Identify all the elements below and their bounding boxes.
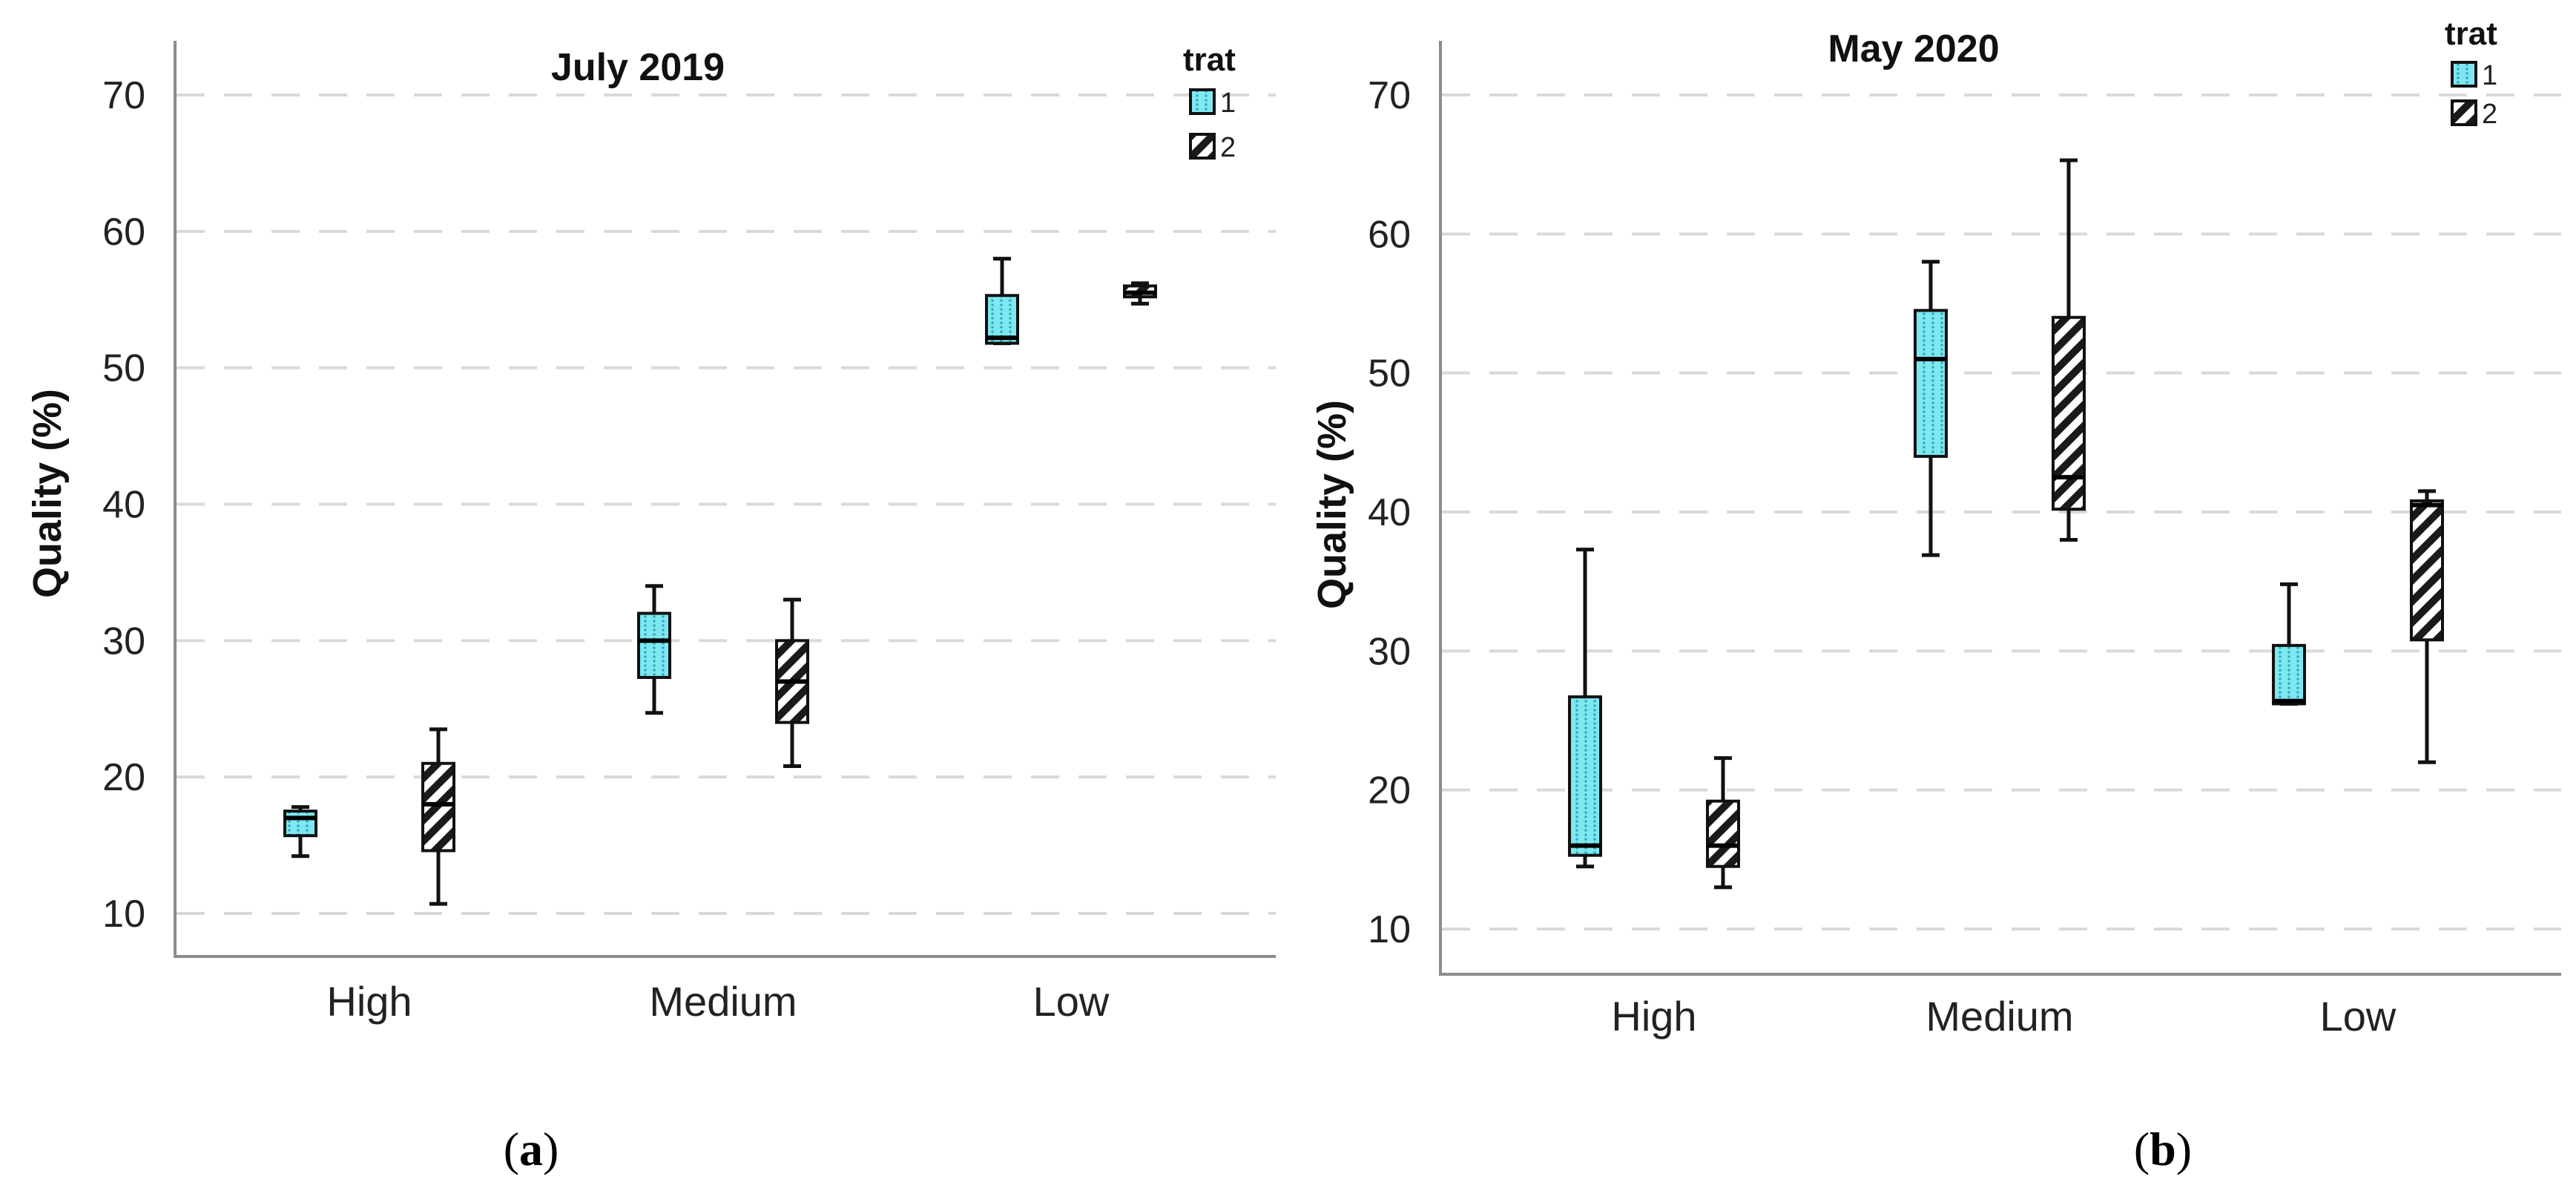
legend-entry-label: 1 — [2482, 60, 2497, 91]
chart-title: May 2020 — [1828, 27, 1999, 70]
x-category-label: Medium — [649, 978, 797, 1025]
box-trat1-medium — [637, 584, 671, 715]
chart-title: July 2019 — [551, 46, 725, 89]
box-trat1-high — [283, 805, 317, 859]
legend-swatch — [1189, 133, 1216, 160]
legend-swatch — [2451, 61, 2477, 88]
box-trat1-low — [985, 257, 1019, 346]
y-tick-label: 10 — [102, 893, 145, 936]
y-tick-label: 60 — [1368, 213, 1411, 256]
box-iqr — [1914, 309, 1948, 459]
x-category-label: High — [1611, 993, 1696, 1040]
box-trat2-medium — [775, 597, 809, 768]
y-tick-label: 50 — [102, 347, 145, 390]
panel-b: 10 20 30 40 50 60 70 May 2020 Quality (%) High Med… — [1288, 0, 2576, 1185]
box-iqr — [1568, 695, 1602, 857]
legend-entry-label: 2 — [1220, 132, 1236, 163]
box-trat1-low — [2272, 582, 2306, 706]
x-category-label: Low — [2320, 993, 2397, 1040]
box-trat2-high — [421, 727, 455, 906]
box-trat2-high — [1706, 756, 1740, 890]
y-tick-label: 10 — [1368, 908, 1411, 951]
box-iqr — [2410, 499, 2444, 642]
panel-caption: (a) — [504, 1123, 559, 1175]
y-tick-label: 50 — [1368, 352, 1411, 395]
axis-frame — [174, 41, 1276, 958]
box-trat2-low — [2410, 489, 2444, 764]
box-iqr — [2052, 315, 2086, 511]
box-iqr — [1706, 799, 1740, 868]
y-axis-label: Quality (%) — [1310, 400, 1354, 609]
y-tick-label: 30 — [1368, 630, 1411, 673]
chart-may-2020: 10 20 30 40 50 60 70 May 2020 Quality (%) High Med… — [1310, 16, 2561, 1175]
box-iqr — [985, 294, 1019, 345]
box-iqr — [421, 761, 455, 853]
y-tick-label: 20 — [1368, 769, 1411, 813]
box-iqr — [283, 810, 317, 838]
chart-july-2019: 10 20 30 40 50 60 70 July 2019 Quality (%) High Me… — [25, 41, 1276, 1175]
box-trat1-high — [1568, 548, 1602, 869]
panel-a: 10 20 30 40 50 60 70 July 2019 Quality (%) High Me… — [25, 41, 1276, 1175]
y-tick-label: 70 — [102, 74, 145, 117]
legend-entry-label: 1 — [1220, 88, 1236, 119]
y-tick-label: 40 — [102, 484, 145, 527]
legend-entry-label: 2 — [2482, 99, 2497, 130]
x-category-label: Medium — [1926, 993, 2073, 1040]
legend-swatch — [1189, 88, 1216, 115]
legend-swatch — [2451, 99, 2477, 126]
box-iqr — [637, 611, 671, 679]
x-category-label: Low — [1033, 978, 1110, 1025]
y-tick-label: 20 — [102, 756, 145, 799]
y-tick-label: 60 — [102, 211, 145, 254]
box-iqr — [2272, 643, 2306, 706]
x-category-label: High — [326, 978, 412, 1025]
legend-title: trat — [2445, 16, 2497, 52]
axis-frame — [1439, 41, 2561, 976]
y-axis-label: Quality (%) — [25, 389, 70, 598]
panel-caption: (b) — [2134, 1123, 2192, 1175]
y-tick-label: 70 — [1368, 74, 1411, 117]
box-trat2-low — [1123, 281, 1157, 306]
box-trat1-medium — [1914, 260, 1948, 557]
box-trat2-medium — [2052, 158, 2086, 542]
legend-title: trat — [1183, 42, 1236, 78]
y-tick-label: 40 — [1368, 491, 1411, 534]
y-tick-label: 30 — [102, 620, 145, 663]
